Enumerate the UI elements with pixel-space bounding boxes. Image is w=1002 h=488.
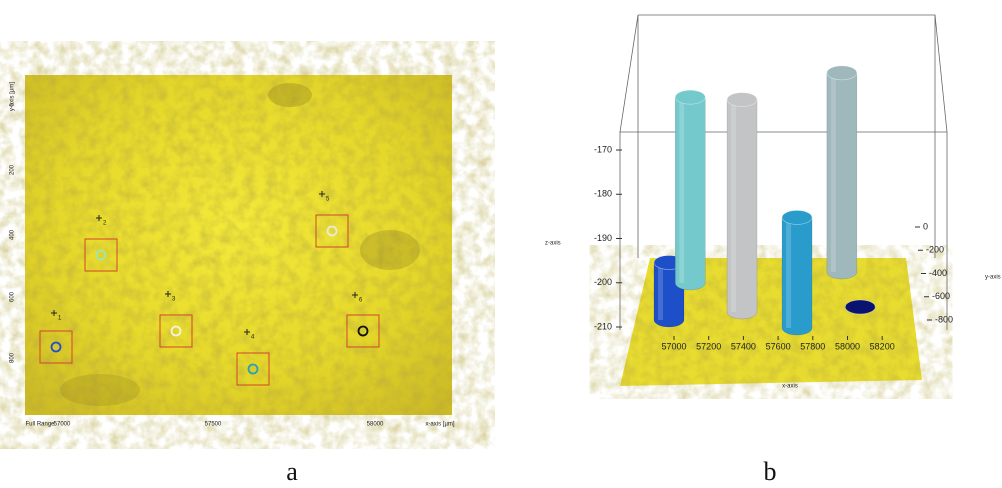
x-tick-label: 57800 — [800, 341, 825, 351]
y-tick-label: 200 — [10, 164, 16, 175]
z-tick-label: -170 — [594, 144, 612, 154]
cylinder-shine — [831, 73, 836, 272]
cylinder-top — [845, 300, 875, 314]
x-tick-label: 57500 — [205, 422, 222, 428]
box-top — [620, 15, 947, 132]
x-tick-label: 58000 — [835, 341, 860, 351]
stain — [360, 230, 420, 270]
x-tick-label: 58200 — [870, 341, 895, 351]
x-tick-label: 57400 — [731, 341, 756, 351]
x-tick-label: 58000 — [367, 422, 384, 428]
y-tick-label: -400 — [929, 268, 947, 278]
z-axis-title: z-axis — [545, 241, 561, 247]
y-tick-label: 400 — [10, 229, 16, 240]
cylinder-shine — [658, 262, 663, 320]
y-tick-label: -800 — [935, 314, 953, 324]
y-axis-title: y-axis — [985, 275, 1001, 281]
x-tick-label: 57000 — [54, 422, 71, 428]
cylinder-shine — [679, 97, 684, 283]
panel-label: b — [764, 457, 777, 486]
z-tick-label: -210 — [594, 321, 612, 331]
y-tick-label: 0 — [923, 221, 928, 231]
panel-label: a — [286, 457, 298, 486]
cylinder-top — [675, 90, 705, 104]
figure: y-axis [µm] Full Range x-axis [µm] a z-a… — [0, 0, 1002, 488]
x-tick-label: 57200 — [696, 341, 721, 351]
x-axis-title: x-axis [µm] — [425, 422, 454, 428]
panel-a: y-axis [µm] Full Range x-axis [µm] a — [10, 75, 455, 486]
cylinder-top — [727, 93, 757, 107]
z-tick-label: -200 — [594, 277, 612, 287]
x-tick-label: 57600 — [766, 341, 791, 351]
z-tick-label: -190 — [594, 233, 612, 243]
stain — [60, 374, 140, 406]
cylinder-shine — [731, 100, 736, 312]
z-tick-label: -180 — [594, 189, 612, 199]
range-label: Full Range — [25, 422, 55, 428]
cylinder-top — [827, 66, 857, 80]
y-tick-label: 800 — [10, 352, 16, 363]
y-tick-label: 600 — [10, 291, 16, 302]
x-tick-label: 57000 — [661, 341, 686, 351]
cylinder-shine — [786, 217, 791, 328]
y-tick-label: -200 — [926, 245, 944, 255]
y-tick-label: -600 — [932, 291, 950, 301]
cylinder-top — [782, 210, 812, 224]
x-axis-title: x-axis — [782, 384, 798, 390]
stain — [268, 83, 312, 107]
